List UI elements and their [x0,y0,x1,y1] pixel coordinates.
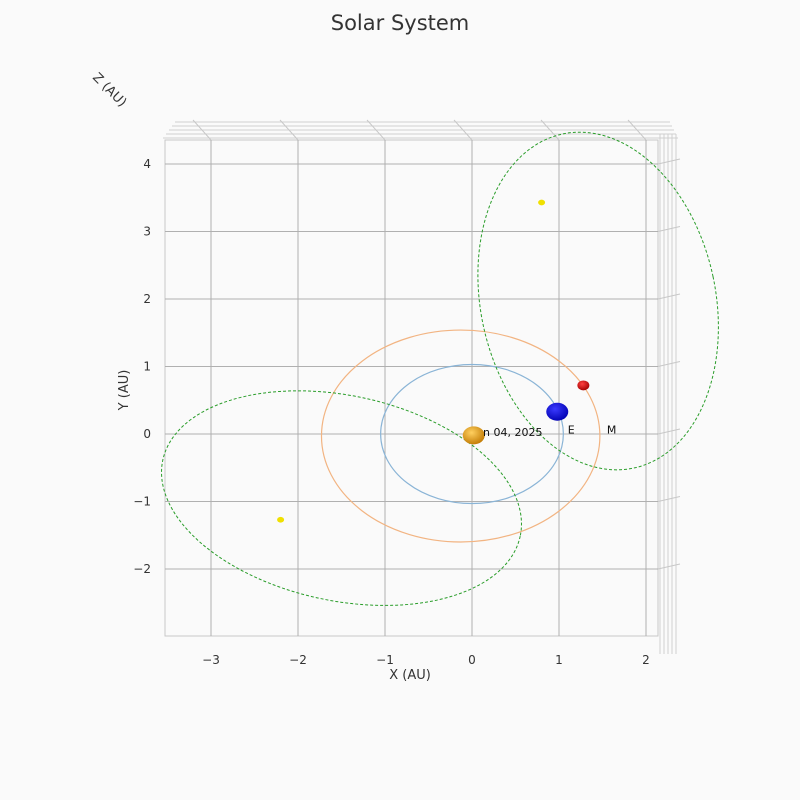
grid-lines [165,140,658,636]
y-axis-label: Y (AU) [117,370,132,412]
y-tick-labels: −2 −1 0 1 2 3 4 [133,157,151,576]
earth-marker [546,402,569,421]
right-tick [657,496,681,502]
right-tick [657,361,681,367]
comet-2-marker [277,516,285,523]
right-tick [657,158,681,165]
top-tick [279,119,299,141]
y-tick-label: 3 [143,225,151,239]
sun-marker [462,426,485,445]
x-tick-label: −1 [376,653,394,667]
top-tick [192,119,212,141]
y-tick-label: 1 [143,360,151,374]
x-axis-label: X (AU) [389,668,431,683]
z-axis-label: Z (AU) [89,70,129,110]
x-tick-label: 2 [642,653,650,667]
mars-marker [577,380,590,391]
top-tick [627,119,647,141]
x-tick-label: 0 [468,653,476,667]
y-tick-label: 0 [143,427,151,441]
comet-1-marker [538,199,546,206]
mars-label: M [607,424,617,437]
right-tick [657,293,681,300]
x-tick-label: −3 [202,653,220,667]
x-tick-label: 1 [555,653,563,667]
top-tick [453,119,473,141]
x-tick-labels: −3 −2 −1 0 1 2 [202,653,650,667]
y-tick-label: −1 [133,495,151,509]
right-tick [657,226,681,232]
y-tick-label: 4 [143,157,151,171]
comet-orbit-1 [477,131,719,471]
date-label: n 04, 2025 [483,426,542,439]
top-tick [540,119,560,141]
chart-title: Solar System [331,11,470,35]
x-tick-label: −2 [289,653,307,667]
plot-frame [163,119,681,654]
bodies [277,199,590,523]
earth-orbit [380,363,564,505]
y-tick-label: 2 [143,292,151,306]
comet-orbit-2 [161,390,522,606]
y-tick-label: −2 [133,562,151,576]
right-tick [657,563,681,570]
top-tick [366,119,386,141]
orbits [161,131,719,606]
mars-orbit [320,329,601,543]
plot-box [164,139,659,637]
earth-label: E [568,424,575,437]
right-tick [657,428,681,435]
